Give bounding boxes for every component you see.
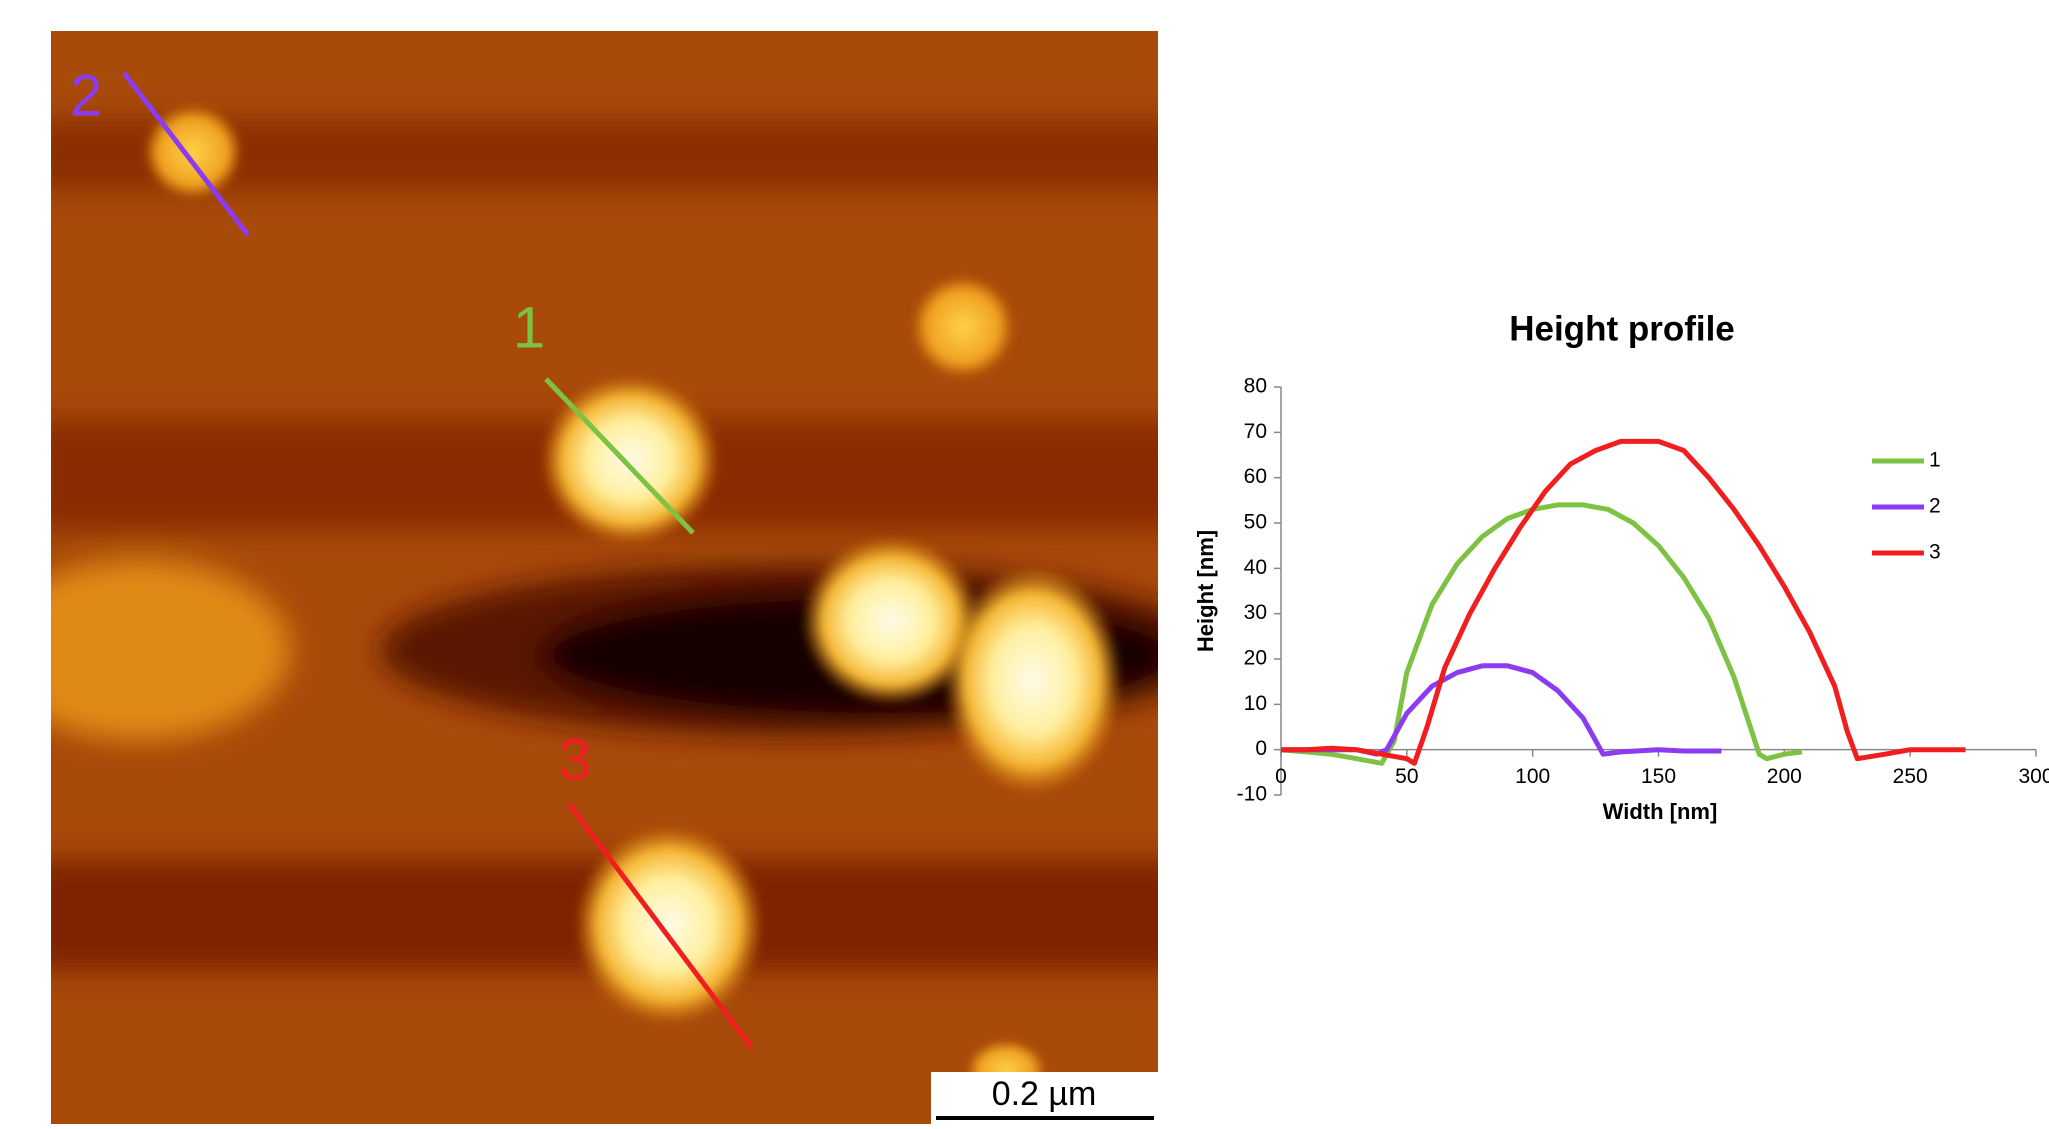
y-tick-label: 40 (1244, 556, 1267, 579)
series-line (1281, 505, 1802, 763)
afm-image: 2 1 3 0.2 µm (0, 31, 1230, 1124)
y-tick-label: 20 (1244, 647, 1267, 670)
x-tick-label: 300 (2018, 765, 2049, 788)
page: 2 1 3 0.2 µm Height profile Width [nm] H… (0, 0, 2049, 1124)
profile-label: 3 (559, 727, 591, 792)
legend-label: 2 (1929, 495, 1941, 518)
y-axis-label: Height [nm] (1193, 530, 1218, 652)
x-tick-label: 250 (1893, 765, 1928, 788)
y-tick-label: 60 (1244, 465, 1267, 488)
x-tick-label: 50 (1395, 765, 1418, 788)
legend-label: 3 (1929, 541, 1941, 564)
series-line (1281, 441, 1966, 763)
y-tick-label: 30 (1244, 601, 1267, 624)
y-tick-label: 50 (1244, 511, 1267, 534)
y-tick-label: 10 (1244, 692, 1267, 715)
x-tick-label: 150 (1641, 765, 1676, 788)
profile-label: 1 (513, 295, 545, 360)
x-tick-label: 0 (1275, 765, 1287, 788)
chart-title: Height profile (1509, 309, 1735, 348)
chart: Height profile Width [nm] Height [nm] -1… (1193, 309, 2049, 824)
legend-label: 1 (1929, 449, 1941, 472)
profile-label: 2 (70, 63, 102, 128)
y-tick-label: 80 (1244, 375, 1267, 398)
x-axis-label: Width [nm] (1603, 799, 1718, 824)
x-tick-label: 100 (1515, 765, 1550, 788)
y-tick-label: 70 (1244, 420, 1267, 443)
x-tick-label: 200 (1767, 765, 1802, 788)
y-tick-label: 0 (1255, 737, 1267, 760)
scale-bar-label: 0.2 µm (992, 1075, 1097, 1113)
series-line (1281, 666, 1721, 754)
y-tick-label: -10 (1237, 783, 1267, 806)
